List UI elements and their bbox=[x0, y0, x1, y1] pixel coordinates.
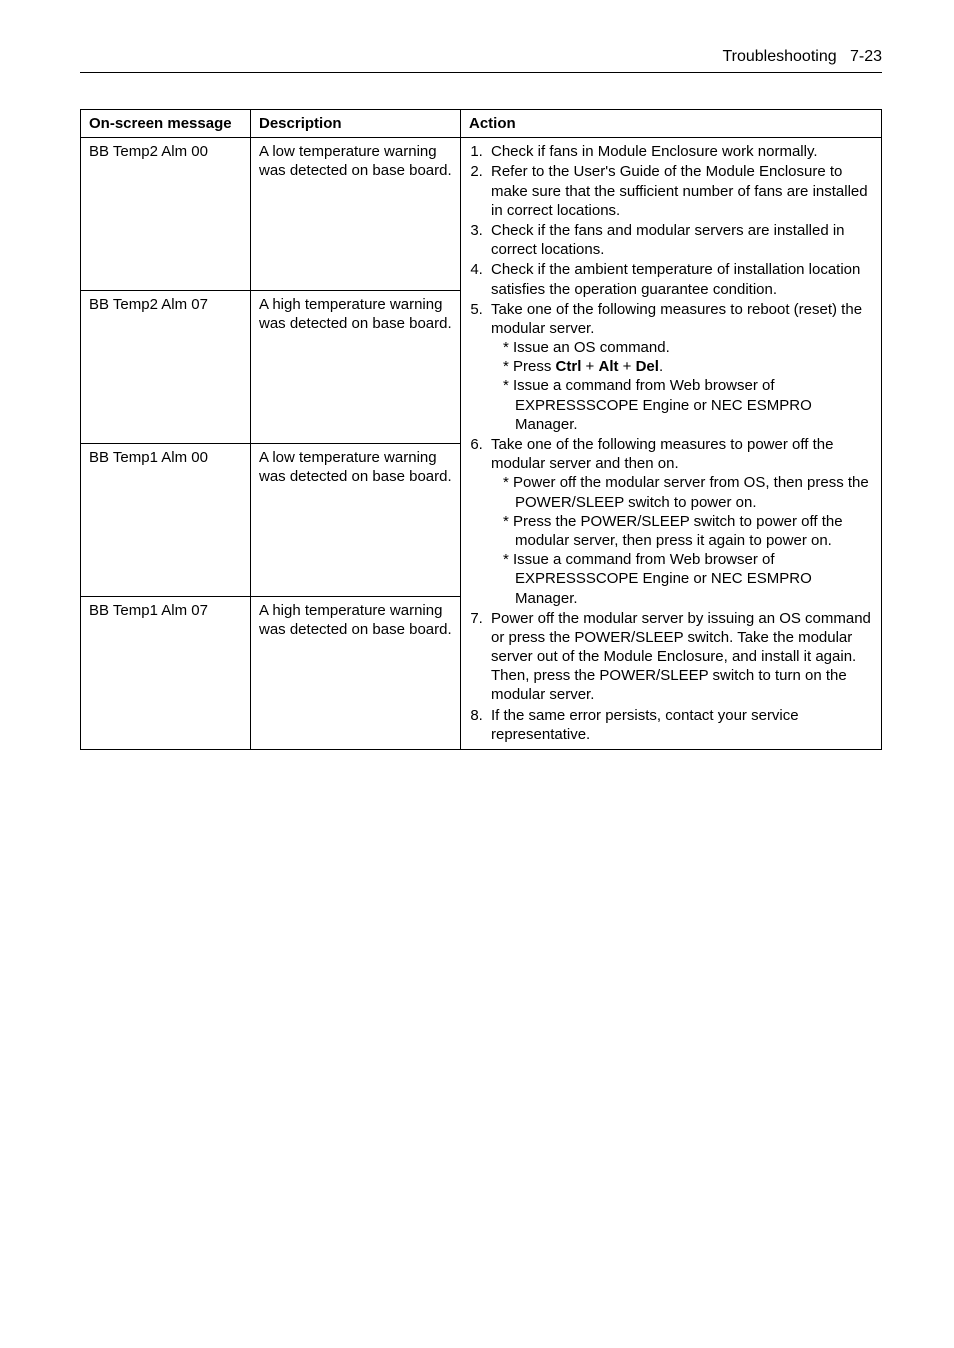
cell-description: A low temperature warning was detected o… bbox=[251, 444, 461, 597]
action-item-text: Take one of the following measures to po… bbox=[491, 436, 833, 472]
cell-message: BB Temp1 Alm 07 bbox=[81, 597, 251, 750]
col-header-message: On-screen message bbox=[81, 110, 251, 138]
page-header: Troubleshooting 7-23 bbox=[80, 48, 882, 66]
action-subitem: Issue an OS command. bbox=[503, 338, 873, 357]
action-item: Refer to the User's Guide of the Module … bbox=[487, 162, 873, 220]
cell-description: A low temperature warning was detected o… bbox=[251, 138, 461, 291]
cell-description: A high temperature warning was detected … bbox=[251, 597, 461, 750]
action-subitem: Issue a command from Web browser of EXPR… bbox=[503, 376, 873, 434]
page: Troubleshooting 7-23 On-screen message D… bbox=[0, 0, 954, 1348]
header-rule bbox=[80, 72, 882, 73]
action-item: Check if fans in Module Enclosure work n… bbox=[487, 142, 873, 161]
action-subitem: Issue a command from Web browser of EXPR… bbox=[503, 550, 873, 608]
action-item: Power off the modular server by issuing … bbox=[487, 609, 873, 705]
action-subitem: Press Ctrl + Alt + Del. bbox=[503, 357, 873, 376]
action-item: If the same error persists, contact your… bbox=[487, 706, 873, 744]
cell-message: BB Temp2 Alm 07 bbox=[81, 291, 251, 444]
action-item-text: Take one of the following measures to re… bbox=[491, 301, 862, 337]
action-sublist: Issue an OS command. Press Ctrl + Alt + … bbox=[491, 338, 873, 434]
action-item: Take one of the following measures to re… bbox=[487, 300, 873, 434]
action-item: Take one of the following measures to po… bbox=[487, 435, 873, 608]
col-header-description: Description bbox=[251, 110, 461, 138]
header-section: Troubleshooting 7-23 bbox=[722, 48, 882, 66]
action-item: Check if the ambient temperature of inst… bbox=[487, 260, 873, 298]
message-table: On-screen message Description Action BB … bbox=[80, 109, 882, 750]
cell-message: BB Temp1 Alm 00 bbox=[81, 444, 251, 597]
cell-action: Check if fans in Module Enclosure work n… bbox=[461, 138, 882, 750]
action-item: Check if the fans and modular servers ar… bbox=[487, 221, 873, 259]
action-list: Check if fans in Module Enclosure work n… bbox=[469, 142, 873, 744]
table-header-row: On-screen message Description Action bbox=[81, 110, 882, 138]
action-subitem: Press the POWER/SLEEP switch to power of… bbox=[503, 512, 873, 550]
action-sublist: Power off the modular server from OS, th… bbox=[491, 473, 873, 607]
cell-message: BB Temp2 Alm 00 bbox=[81, 138, 251, 291]
table-row: BB Temp2 Alm 00 A low temperature warnin… bbox=[81, 138, 882, 291]
action-subitem: Power off the modular server from OS, th… bbox=[503, 473, 873, 511]
cell-description: A high temperature warning was detected … bbox=[251, 291, 461, 444]
col-header-action: Action bbox=[461, 110, 882, 138]
